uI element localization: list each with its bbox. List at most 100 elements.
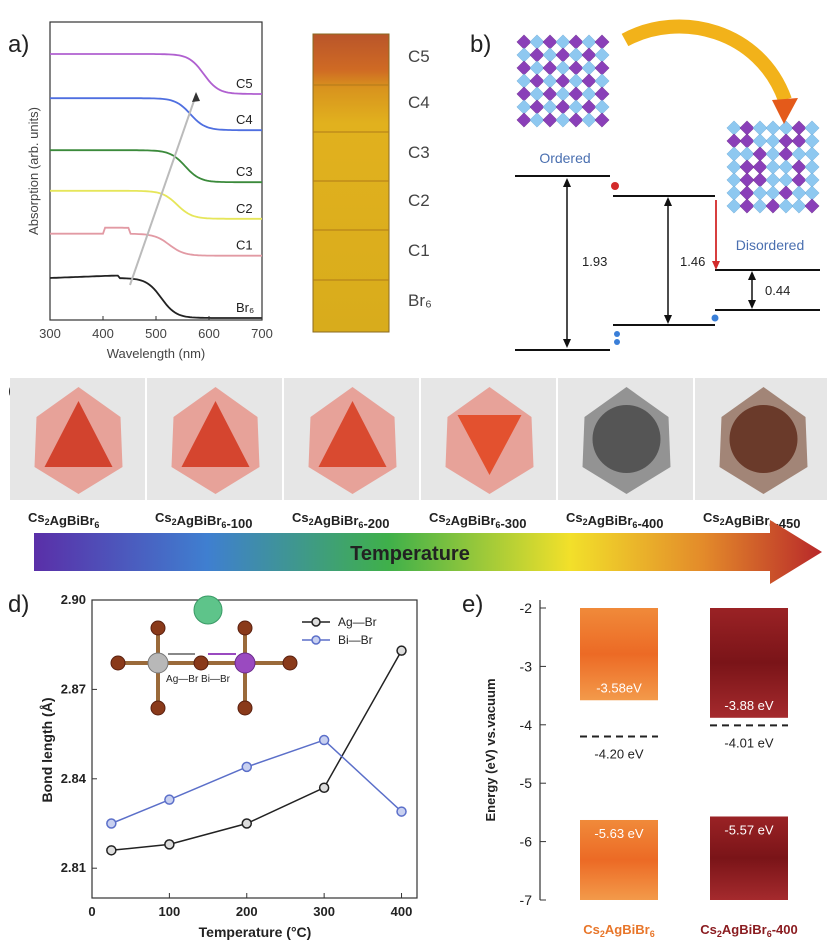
cs-atom-icon bbox=[193, 595, 223, 625]
panel-a-curves bbox=[49, 53, 262, 319]
series-point-0 bbox=[318, 782, 330, 793]
d-x-tick: 100 bbox=[159, 904, 181, 919]
series-label-br6: Br₆ bbox=[236, 300, 254, 315]
conduction-band-0 bbox=[580, 608, 658, 701]
ag-atom-icon bbox=[147, 652, 169, 674]
series-point-1 bbox=[241, 761, 253, 773]
absorption-curve-c3 bbox=[50, 149, 262, 184]
panel-a-x-label: Wavelength (nm) bbox=[107, 346, 206, 361]
series-point-0 bbox=[396, 645, 407, 656]
category-label-0: Cs2AgBiBr6 bbox=[583, 922, 654, 939]
panel-e-axes: -2 -3 -4 -5 -6 -7 bbox=[520, 600, 546, 908]
sample-caption: Cs2AgBiBr6-450 bbox=[703, 510, 800, 531]
transition-arrow bbox=[621, 19, 792, 103]
valence-band-1 bbox=[710, 816, 788, 900]
d-x-tick: 300 bbox=[313, 904, 335, 919]
series-point-0 bbox=[241, 818, 253, 829]
series-label-c5: C5 bbox=[236, 76, 253, 91]
absorption-curve-c4 bbox=[50, 97, 262, 132]
d-y-tick: 2.84 bbox=[61, 771, 87, 786]
series-point-1 bbox=[396, 806, 407, 817]
transition-arrowhead bbox=[772, 98, 798, 124]
valence-band-0 bbox=[580, 819, 658, 900]
d-y-tick: 2.87 bbox=[61, 681, 86, 696]
red-marker bbox=[611, 182, 619, 190]
temperature-arrow: Temperature bbox=[34, 520, 822, 584]
crystal-core-3 bbox=[457, 415, 522, 475]
panel-a-trend-arrow bbox=[129, 94, 197, 286]
series-line-0 bbox=[111, 650, 403, 852]
series-line-1 bbox=[111, 739, 403, 825]
crystal-core-2 bbox=[318, 401, 387, 467]
fermi-value: -4.20 eV bbox=[594, 746, 643, 761]
series-point-0 bbox=[106, 845, 117, 856]
film-strip-dividers bbox=[313, 84, 389, 281]
legend-entry: Bi—Br bbox=[338, 633, 373, 647]
gap-value-2: 1.46 bbox=[680, 254, 705, 269]
cbm-value: -3.58eV bbox=[596, 680, 642, 695]
series-point-1 bbox=[318, 734, 330, 746]
e-y-tick: -5 bbox=[520, 775, 533, 791]
d-x-tick: 400 bbox=[391, 904, 413, 919]
crystal-core-0 bbox=[44, 401, 113, 467]
film-label: Br₆ bbox=[408, 291, 432, 310]
absorption-curve-c2 bbox=[50, 189, 262, 220]
panel-e-bands: -3.58eV -5.63 eV -4.20 eV Cs2AgBiBr6 -3.88 e… bbox=[580, 608, 798, 939]
series-point-1 bbox=[106, 818, 117, 829]
panel-e-y-label: Energy (eV) vs.vacuum bbox=[483, 678, 498, 821]
gap-value-3: 0.44 bbox=[765, 283, 790, 298]
film-label: C5 bbox=[408, 47, 430, 66]
d-x-tick: 200 bbox=[236, 904, 258, 919]
panel-d-plot: 0 100 200 300 400 2.81 2.84 2.87 2.90 Ag—Br Bi—Br… bbox=[39, 592, 418, 940]
panel-d-frame bbox=[91, 599, 418, 899]
x-tick-label: 700 bbox=[251, 326, 273, 341]
disordered-label: Disordered bbox=[736, 237, 804, 253]
bi-atom-icon bbox=[234, 652, 256, 674]
series-label-c1: C1 bbox=[236, 238, 253, 253]
panel-label-e: e) bbox=[462, 591, 483, 618]
film-label: C1 bbox=[408, 241, 430, 260]
d-y-tick: 2.81 bbox=[61, 860, 86, 875]
series-point-1 bbox=[164, 794, 175, 805]
panel-a-series-labels: Br₆ C1 C2 C3 C4 C5 bbox=[236, 76, 254, 315]
panel-d-y-label: Bond length (Å) bbox=[39, 698, 55, 803]
vbm-value: -5.57 eV bbox=[724, 822, 773, 837]
panel-a-film-strip: C5 C4 C3 C2 C1 Br₆ bbox=[312, 33, 432, 333]
panel-a-y-label: Absorption (arb. units) bbox=[26, 107, 41, 235]
legend-entry: Ag—Br bbox=[338, 615, 377, 629]
panel-b-diagram: Ordered Disordered 1.93 1.46 0.44 bbox=[515, 19, 820, 351]
gap-value-1: 1.93 bbox=[582, 254, 607, 269]
panel-a-x-ticks: 300 400 500 600 700 bbox=[39, 316, 273, 341]
e-y-tick: -3 bbox=[520, 658, 533, 674]
blue-marker-1 bbox=[614, 331, 620, 337]
sample-caption: Cs2AgBiBr6-100 bbox=[155, 510, 252, 531]
temperature-label: Temperature bbox=[350, 543, 470, 565]
absorption-curve-c5 bbox=[50, 53, 262, 95]
bond-structure-inset: Ag—Br Bi—Br bbox=[110, 595, 298, 716]
sample-caption: Cs2AgBiBr6-200 bbox=[292, 510, 389, 531]
vbm-value: -5.63 eV bbox=[594, 826, 643, 841]
panel-a-frame bbox=[49, 21, 263, 321]
absorption-curve-c1 bbox=[50, 226, 262, 257]
temperature-gradient-arrow bbox=[34, 520, 822, 584]
panel-d-series bbox=[106, 645, 407, 856]
x-tick-label: 500 bbox=[145, 326, 167, 341]
blue-marker-2 bbox=[614, 339, 620, 345]
panel-label-a: a) bbox=[8, 31, 29, 58]
sample-caption: Cs2AgBiBr6-400 bbox=[566, 510, 663, 531]
sample-caption: Cs2AgBiBr6-300 bbox=[429, 510, 526, 531]
series-label-c3: C3 bbox=[236, 164, 253, 179]
x-tick-label: 600 bbox=[198, 326, 220, 341]
crystal-core-4 bbox=[592, 405, 661, 473]
e-y-tick: -7 bbox=[520, 892, 533, 908]
cbm-value: -3.88 eV bbox=[724, 698, 773, 713]
film-label: C2 bbox=[408, 191, 430, 210]
series-label-c2: C2 bbox=[236, 201, 253, 216]
panel-c-captions: Cs2AgBiBr6 Cs2AgBiBr6-100 Cs2AgBiBr6-200 Cs… bbox=[28, 510, 800, 531]
conduction-band-1 bbox=[710, 608, 788, 718]
series-label-c4: C4 bbox=[236, 112, 253, 127]
panel-d-legend: Ag—Br Bi—Br bbox=[302, 615, 377, 647]
film-label: C3 bbox=[408, 143, 430, 162]
panel-a-plot: Br₆ C1 C2 C3 C4 C5 300 400 500 600 700 Wavelength… bbox=[26, 21, 273, 361]
